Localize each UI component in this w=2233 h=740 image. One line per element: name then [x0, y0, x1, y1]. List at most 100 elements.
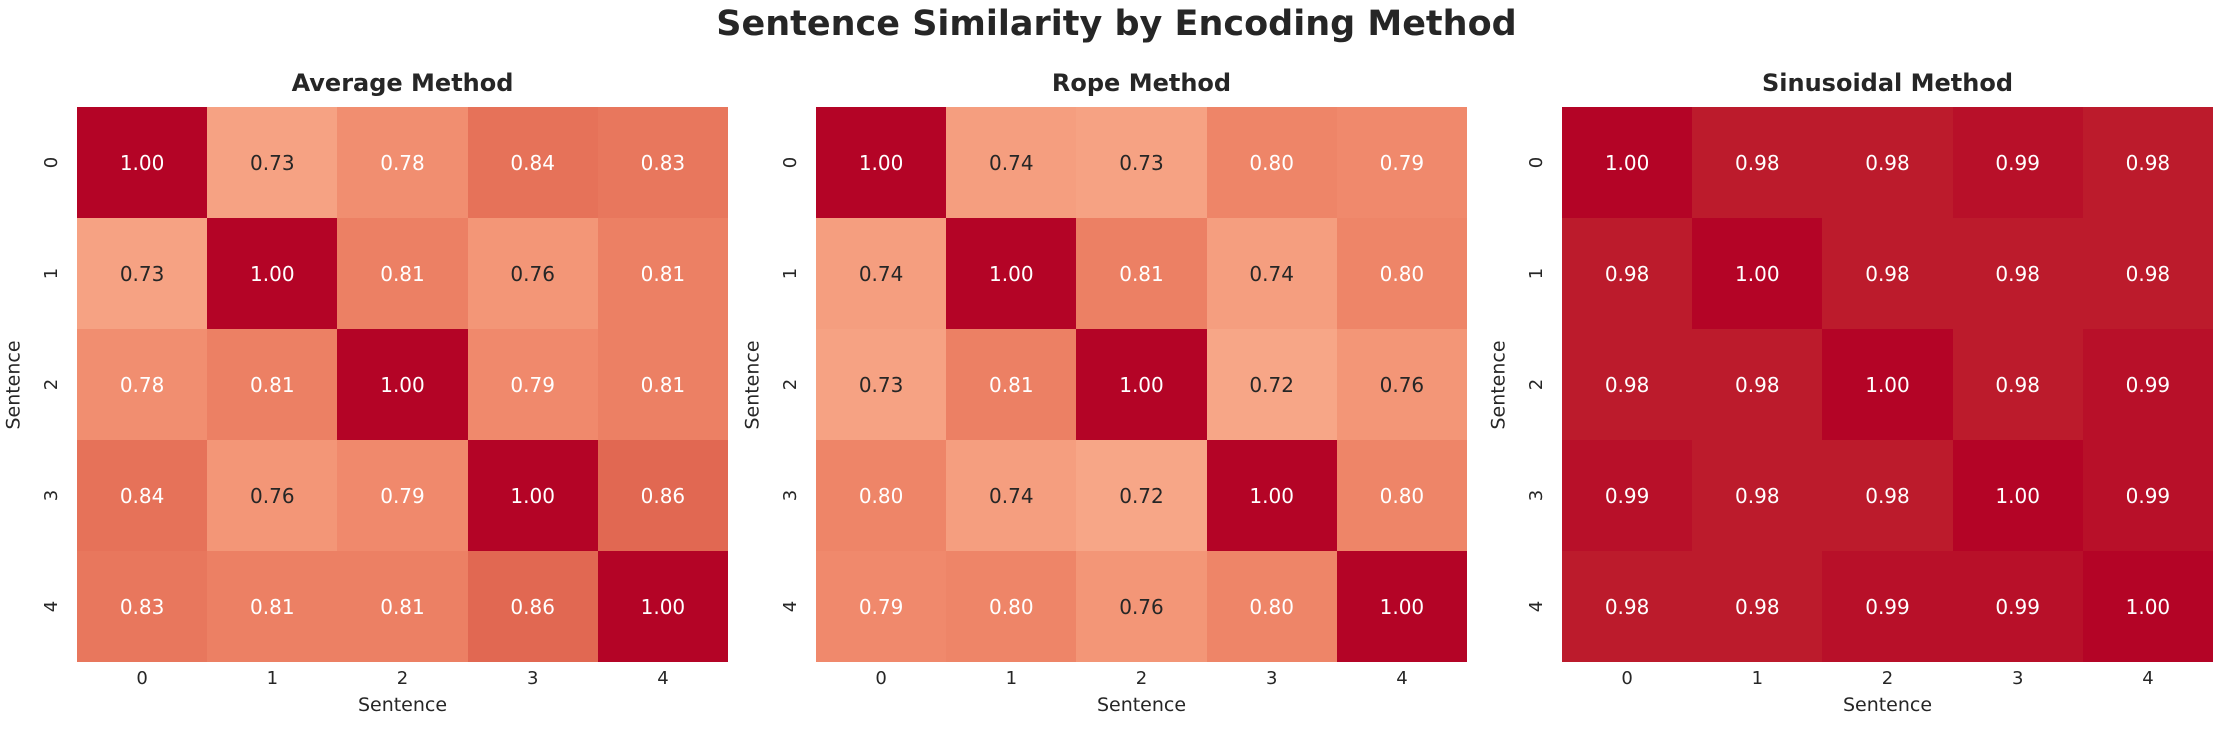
heatmap-cell: 0.81 [337, 218, 468, 329]
subplot-title: Rope Method [1051, 69, 1232, 97]
y-tick-label: 1 [780, 267, 802, 280]
y-tick-label: 0 [780, 156, 802, 169]
subplot-title: Sinusoidal Method [1761, 69, 2014, 97]
x-tick-label: 3 [1265, 668, 1278, 689]
heatmap-cell: 0.73 [816, 329, 947, 440]
heatmap-cell: 0.98 [1692, 107, 1823, 218]
heatmap-cell: 1.00 [1692, 218, 1823, 329]
heatmap-cell: 0.78 [77, 329, 208, 440]
x-axis-label: Sentence [1842, 694, 1933, 716]
heatmap-cell: 0.73 [77, 218, 208, 329]
x-tick-label: 4 [2142, 668, 2154, 689]
heatmap-cell: 0.81 [946, 329, 1077, 440]
y-tick-label: 0 [41, 156, 63, 169]
heatmap-cell: 0.98 [1952, 218, 2083, 329]
heatmap-cell: 0.98 [2082, 218, 2213, 329]
x-tick-label: 2 [1135, 668, 1148, 689]
x-tick-label: 0 [1621, 668, 1633, 689]
y-axis-label: Sentence [1488, 339, 1511, 430]
heatmap-cell: 0.81 [337, 551, 468, 662]
heatmap-cell: 1.00 [207, 218, 338, 329]
heatmap-cell: 0.79 [467, 329, 598, 440]
heatmap-cell: 0.73 [207, 107, 338, 218]
heatmap-cell: 0.76 [1336, 329, 1467, 440]
heatmap-cell: 1.00 [77, 107, 208, 218]
heatmap-cell: 1.00 [1336, 551, 1467, 662]
heatmap-cell: 1.00 [1952, 440, 2083, 551]
heatmap-cell: 0.98 [1692, 551, 1823, 662]
heatmap-cell: 0.79 [337, 440, 468, 551]
y-axis-label: Sentence [742, 339, 765, 430]
heatmap-cell: 0.98 [2082, 107, 2213, 218]
heatmap-cell: 0.99 [1562, 440, 1693, 551]
x-tick-label: 4 [657, 668, 669, 689]
x-tick-label: 0 [136, 668, 148, 689]
heatmap-cell: 1.00 [1562, 107, 1693, 218]
y-tick-label: 4 [1526, 600, 1548, 613]
y-tick-label: 2 [1526, 378, 1548, 391]
heatmap-cell: 0.99 [1952, 107, 2083, 218]
y-tick-label: 3 [41, 489, 63, 502]
heatmap-cell: 0.83 [77, 551, 208, 662]
heatmap-cell: 0.86 [597, 440, 728, 551]
heatmap-cell: 1.00 [337, 329, 468, 440]
heatmap-cell: 0.98 [1822, 440, 1953, 551]
heatmap-cell: 0.72 [1206, 329, 1337, 440]
heatmap-cell: 0.98 [1562, 551, 1693, 662]
heatmap-cell: 0.72 [1076, 440, 1207, 551]
heatmap-cell: 0.80 [1206, 551, 1337, 662]
heatmap-cell: 0.98 [1822, 218, 1953, 329]
x-axis-ticks: 0 1 2 3 4 [816, 668, 1467, 694]
x-axis-ticks: 0 1 2 3 4 [1562, 668, 2213, 694]
heatmap-cell: 0.98 [1692, 440, 1823, 551]
heatmap-cell: 0.74 [816, 218, 947, 329]
x-tick-label: 1 [1751, 668, 1764, 689]
y-tick-label: 2 [780, 378, 802, 391]
x-axis-ticks: 0 1 2 3 4 [77, 668, 728, 694]
y-axis-ticks: 0 1 2 3 4 [1520, 107, 1554, 662]
y-tick-label: 3 [1526, 489, 1548, 502]
x-axis-label: Sentence [1096, 694, 1187, 716]
heatmap-cell: 1.00 [1206, 440, 1337, 551]
heatmap-cell: 0.84 [467, 107, 598, 218]
y-tick-label: 2 [41, 378, 63, 391]
heatmap-cell: 0.76 [1076, 551, 1207, 662]
heatmap-cell: 0.81 [597, 218, 728, 329]
heatmap-cell: 0.98 [1692, 329, 1823, 440]
y-tick-label: 4 [780, 600, 802, 613]
x-tick-label: 4 [1396, 668, 1408, 689]
heatmap-cell: 0.99 [2082, 440, 2213, 551]
x-tick-label: 2 [396, 668, 409, 689]
heatmap-cell: 0.98 [1822, 107, 1953, 218]
subplot-title: Average Method [291, 69, 514, 97]
x-tick-label: 1 [266, 668, 279, 689]
heatmap-cell: 0.78 [337, 107, 468, 218]
heatmap-cell: 0.81 [1076, 218, 1207, 329]
x-tick-label: 3 [2011, 668, 2024, 689]
heatmap-cell: 0.83 [597, 107, 728, 218]
y-tick-label: 3 [780, 489, 802, 502]
heatmap-cell: 0.76 [207, 440, 338, 551]
y-tick-label: 4 [41, 600, 63, 613]
heatmap-grid: 1.00 0.73 0.78 0.84 0.83 0.73 1.00 0.81 0.76 0.81… [77, 107, 728, 662]
y-axis-label: Sentence [3, 339, 26, 430]
y-tick-label: 0 [1526, 156, 1548, 169]
heatmap-cell: 0.81 [207, 329, 338, 440]
y-axis-ticks: 0 1 2 3 4 [774, 107, 808, 662]
heatmap-cell: 1.00 [1076, 329, 1207, 440]
x-axis-label: Sentence [357, 694, 448, 716]
heatmap-cell: 1.00 [2082, 551, 2213, 662]
heatmap-cell: 0.73 [1076, 107, 1207, 218]
heatmap-cell: 0.86 [467, 551, 598, 662]
figure-title: Sentence Similarity by Encoding Method [716, 4, 1517, 44]
heatmap-cell: 1.00 [597, 551, 728, 662]
heatmap-cell: 0.80 [1336, 440, 1467, 551]
heatmap-cell: 0.76 [467, 218, 598, 329]
heatmap-grid: 1.00 0.74 0.73 0.80 0.79 0.74 1.00 0.81 0.74 0.80… [816, 107, 1467, 662]
heatmap-cell: 0.99 [2082, 329, 2213, 440]
x-tick-label: 3 [526, 668, 539, 689]
heatmap-cell: 0.79 [816, 551, 947, 662]
